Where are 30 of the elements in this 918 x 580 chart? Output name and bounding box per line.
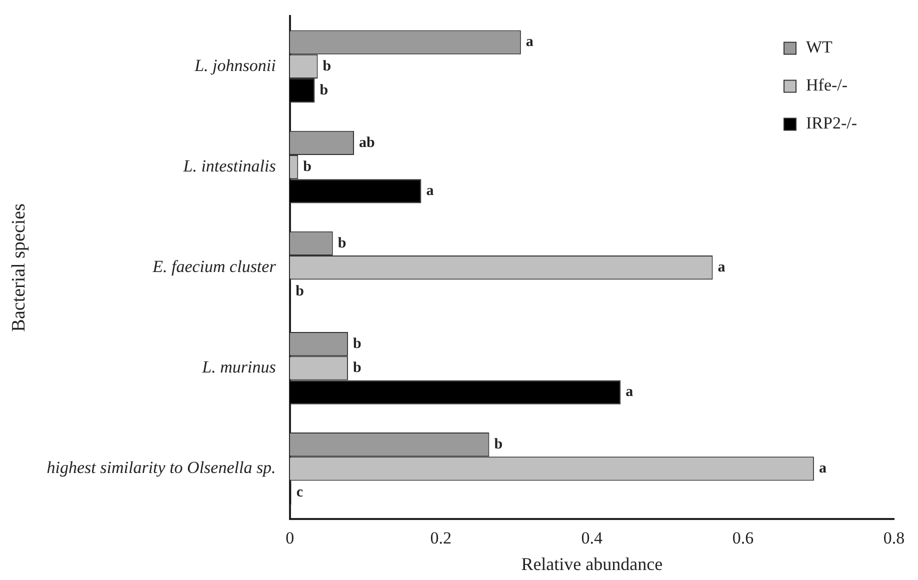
data-label: b xyxy=(352,360,362,376)
data-label: a xyxy=(526,34,534,50)
data-label: a xyxy=(818,460,827,477)
data-label: b xyxy=(320,82,328,98)
y-tick-label: E. faecium cluster xyxy=(152,257,276,276)
data-label: a xyxy=(626,384,634,400)
data-label: a xyxy=(426,183,434,200)
legend-label: WT xyxy=(806,38,834,57)
data-label: c xyxy=(296,484,304,501)
x-tick-label: 0.4 xyxy=(581,528,604,548)
data-label: b xyxy=(303,158,312,175)
legend-label: Hfe-/- xyxy=(806,76,848,95)
data-label: b xyxy=(352,336,362,352)
x-tick-label: 0.8 xyxy=(883,528,905,548)
x-tick-label: 0 xyxy=(286,528,294,548)
data-label: a xyxy=(718,259,726,276)
data-label: b xyxy=(494,436,503,452)
y-tick-label: highest similarity to Olsenella sp. xyxy=(46,458,276,478)
x-tick-label: 0.2 xyxy=(430,528,452,548)
data-label: ab xyxy=(359,134,375,151)
y-axis-title: Bacterial species xyxy=(8,204,30,332)
data-label: b xyxy=(338,235,346,252)
data-label: b xyxy=(322,58,332,74)
y-tick-label: L. intestinalis xyxy=(182,156,276,176)
x-axis-title: Relative abundance xyxy=(521,554,663,574)
x-tick-label: 0.6 xyxy=(732,528,754,548)
y-tick-label: L. johnsonii xyxy=(194,56,276,75)
y-tick-label: L. murinus xyxy=(201,358,276,377)
legend-label: IRP2-/- xyxy=(806,114,858,133)
data-label: b xyxy=(296,284,304,300)
